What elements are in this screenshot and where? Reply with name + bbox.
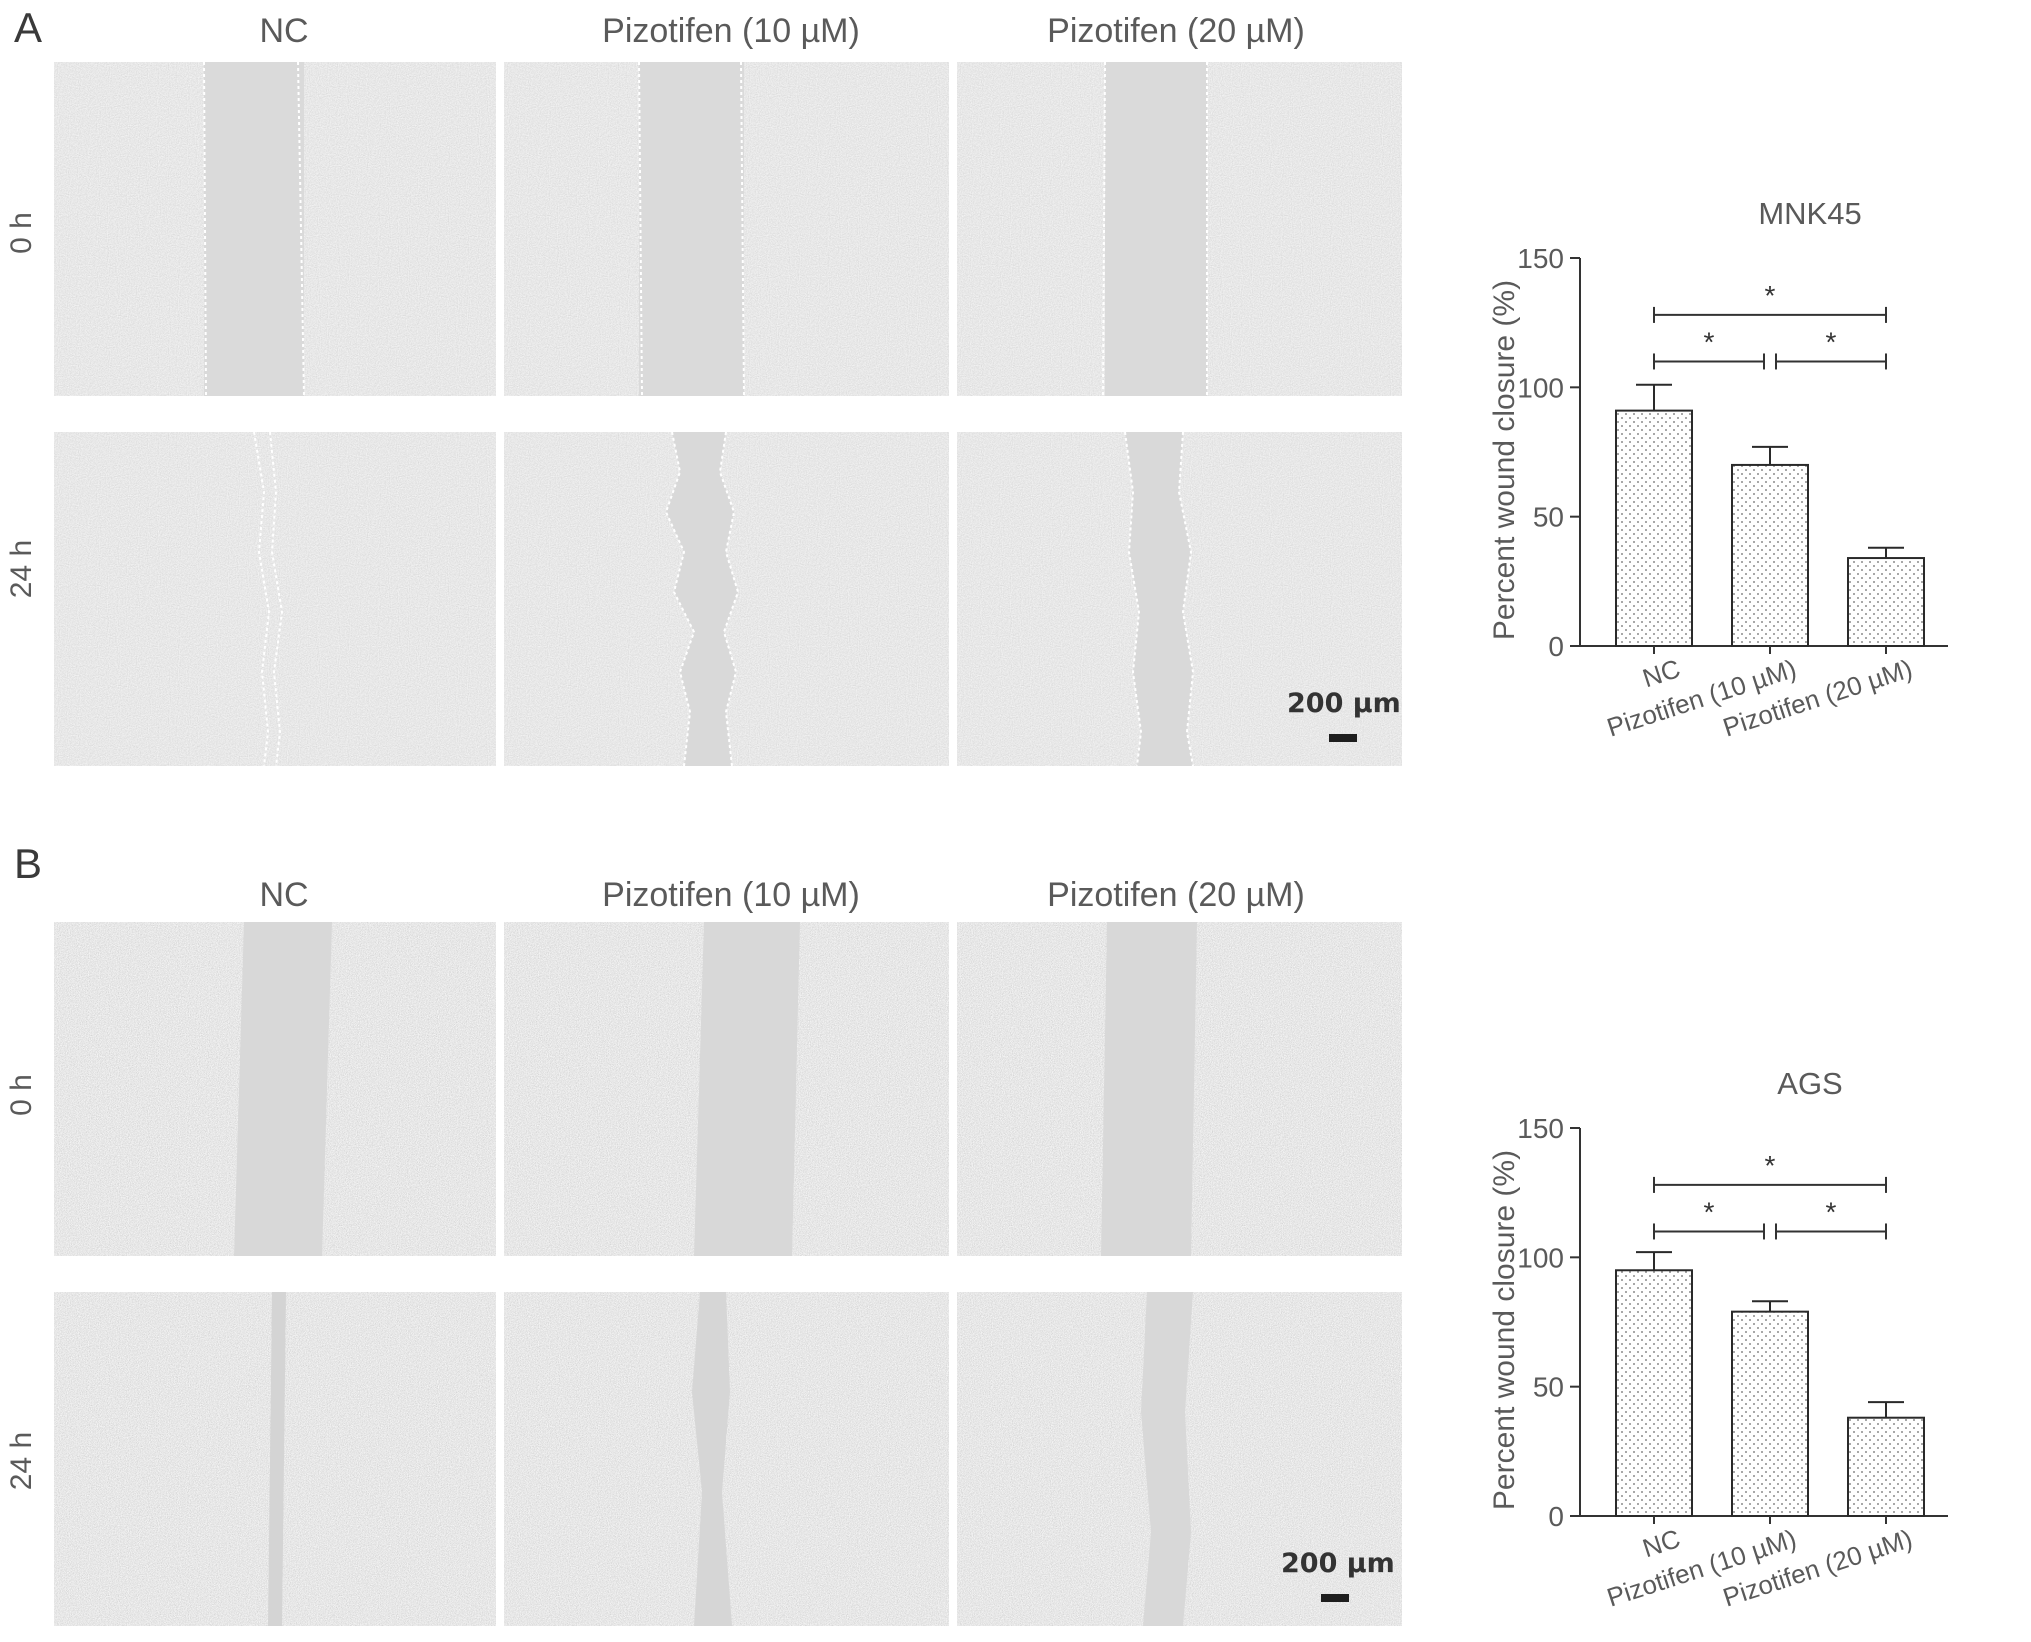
y-tick-label-mnk45-3: 150 — [1517, 243, 1564, 274]
micrograph-a-24h-nc — [54, 432, 496, 766]
bar-mnk45-2 — [1847, 557, 1925, 648]
column-label-20um: Pizotifen (20 µM) — [1047, 12, 1305, 50]
panel-letter-a: A — [14, 4, 43, 51]
row-label-0h-b: 0 h — [5, 1074, 38, 1116]
y-axis-label-ags: Percent wound closure (%) — [1488, 1150, 1521, 1510]
scale-bar-a — [1329, 734, 1357, 742]
micrograph-a-0h-nc — [54, 62, 496, 396]
bar-ags-2 — [1847, 1416, 1925, 1517]
bar-ags-1 — [1731, 1310, 1809, 1517]
column-label-20um-b: Pizotifen (20 µM) — [1047, 876, 1305, 914]
significance-label-ags-0: * — [1765, 1150, 1776, 1181]
micrograph-b-0h-20um — [957, 922, 1402, 1256]
bar-mnk45-0 — [1615, 409, 1693, 647]
column-label-nc: NC — [259, 12, 309, 50]
y-axis-label-mnk45: Percent wound closure (%) — [1488, 280, 1521, 640]
row-label-24h-b: 24 h — [5, 1431, 38, 1491]
micrograph-b-0h-10um — [504, 922, 949, 1256]
y-tick-label-mnk45-0: 0 — [1548, 631, 1564, 662]
y-tick-label-ags-0: 0 — [1548, 1501, 1564, 1532]
chart-title-mnk45: MNK45 — [1758, 196, 1861, 231]
micrograph-a-24h-10um — [504, 432, 949, 766]
row-label-24h: 24 h — [5, 539, 38, 599]
row-label-0h: 0 h — [5, 212, 38, 254]
x-tick-label-ags-0: NC — [1639, 1523, 1684, 1563]
significance-label-mnk45-1: * — [1704, 326, 1715, 357]
y-tick-label-mnk45-2: 100 — [1517, 372, 1564, 403]
scale-bar-b — [1321, 1594, 1349, 1602]
micrograph-a-24h-20um: 200 µm — [957, 432, 1402, 766]
significance-label-mnk45-2: * — [1826, 326, 1837, 357]
y-tick-label-ags-1: 50 — [1533, 1372, 1564, 1403]
column-label-nc-b: NC — [259, 876, 309, 914]
micrograph-b-0h-nc — [54, 922, 496, 1256]
y-tick-label-ags-2: 100 — [1517, 1242, 1564, 1273]
scale-bar-label-b: 200 µm — [1281, 1548, 1395, 1579]
bar-ags-0 — [1615, 1269, 1693, 1517]
micrograph-a-0h-20um — [957, 62, 1402, 396]
y-tick-label-mnk45-1: 50 — [1533, 502, 1564, 533]
micrograph-b-24h-nc — [54, 1292, 496, 1626]
panel-letter-b: B — [14, 840, 43, 887]
significance-label-ags-1: * — [1704, 1196, 1715, 1227]
scale-bar-label-a: 200 µm — [1287, 688, 1401, 719]
significance-label-mnk45-0: * — [1765, 280, 1776, 311]
micrograph-a-0h-10um — [504, 62, 949, 396]
y-tick-label-ags-3: 150 — [1517, 1113, 1564, 1144]
significance-label-ags-2: * — [1826, 1196, 1837, 1227]
micrograph-b-24h-10um — [504, 1292, 949, 1626]
column-label-10um-b: Pizotifen (10 µM) — [602, 876, 860, 914]
micrograph-b-24h-20um: 200 µm — [957, 1292, 1402, 1626]
chart-title-ags: AGS — [1777, 1066, 1842, 1101]
column-label-10um: Pizotifen (10 µM) — [602, 12, 860, 50]
x-tick-label-mnk45-0: NC — [1639, 653, 1684, 693]
bar-chart-mnk45: MNK45 0 50 100 150 Percent wound closure (%) N… — [1488, 196, 1948, 743]
bar-mnk45-1 — [1731, 463, 1809, 647]
